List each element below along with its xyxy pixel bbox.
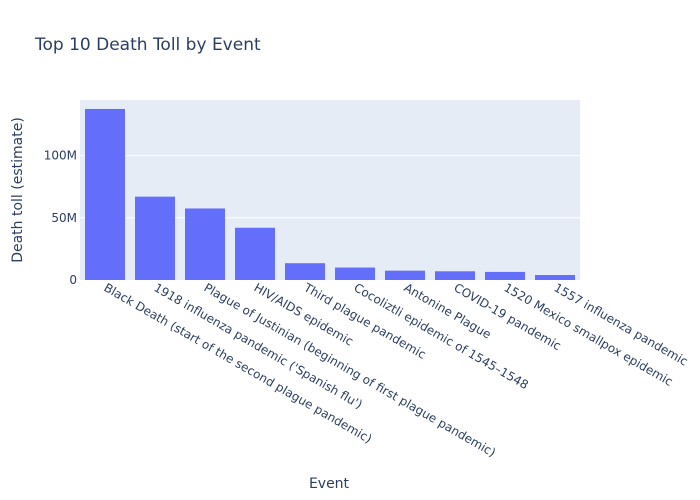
- bar[interactable]: [485, 271, 525, 280]
- y-axis-ticks: 0 50M 100M: [44, 149, 77, 287]
- x-axis-title: Event: [309, 476, 350, 492]
- bar[interactable]: [185, 208, 225, 280]
- y-axis-title: Death toll (estimate): [10, 117, 26, 263]
- y-tick-label: 50M: [51, 211, 77, 225]
- bar[interactable]: [285, 263, 325, 280]
- bars: [85, 108, 575, 281]
- bar[interactable]: [135, 196, 175, 280]
- y-tick-label: 0: [69, 273, 77, 287]
- bar[interactable]: [385, 270, 425, 280]
- chart-title: Top 10 Death Toll by Event: [34, 35, 261, 55]
- bar[interactable]: [85, 108, 125, 281]
- bar[interactable]: [235, 227, 275, 280]
- bar[interactable]: [435, 271, 475, 280]
- x-axis-ticks: Black Death (start of the second plague …: [102, 280, 691, 460]
- bar[interactable]: [335, 267, 375, 280]
- y-tick-label: 100M: [44, 149, 77, 163]
- bar[interactable]: [535, 275, 575, 280]
